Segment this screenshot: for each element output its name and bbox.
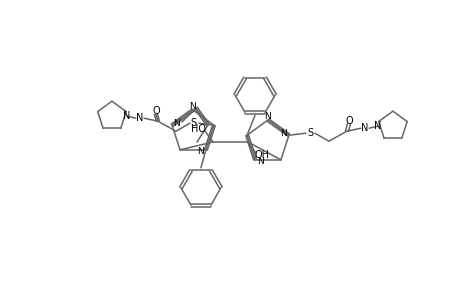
Text: N: N (197, 147, 204, 156)
Text: S: S (190, 118, 196, 128)
Text: O: O (152, 106, 159, 116)
Text: N: N (374, 121, 381, 131)
Text: N: N (123, 111, 130, 121)
Text: N: N (189, 101, 196, 110)
Text: N: N (136, 113, 143, 123)
Text: N: N (360, 123, 368, 133)
Text: HO: HO (191, 124, 206, 134)
Text: N: N (172, 119, 179, 128)
Text: OH: OH (254, 150, 269, 160)
Text: N: N (264, 112, 271, 121)
Text: O: O (344, 116, 352, 126)
Text: S: S (307, 128, 313, 138)
Text: N: N (280, 129, 287, 138)
Text: N: N (256, 157, 263, 166)
